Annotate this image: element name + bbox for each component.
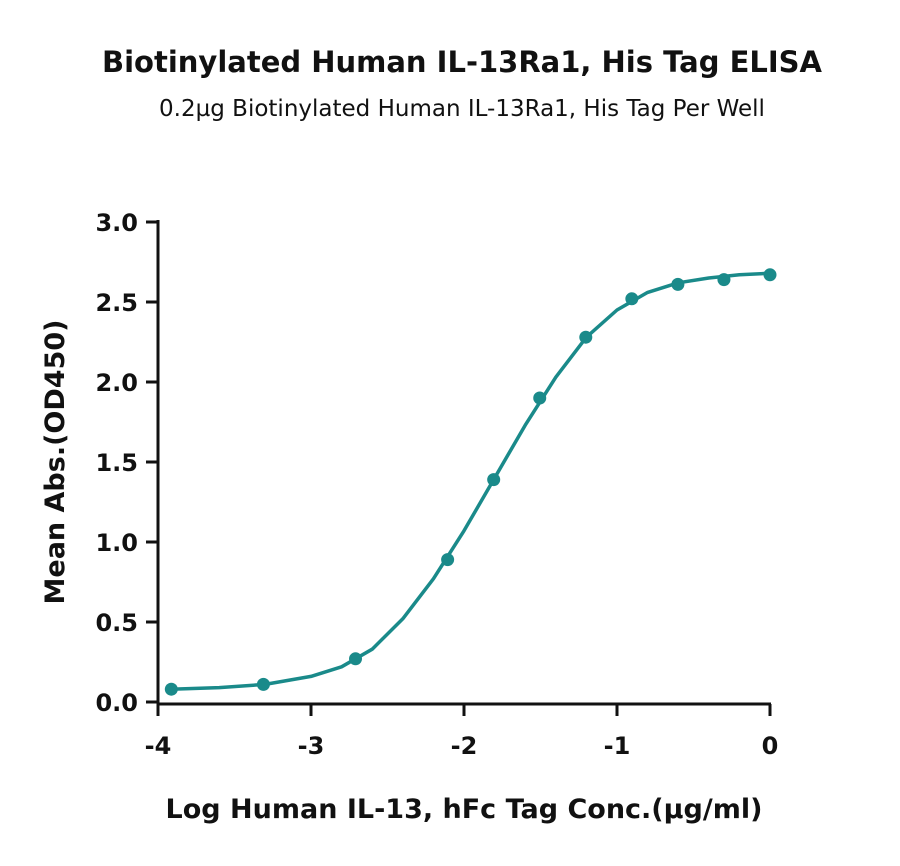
x-tick-label: 0 — [762, 732, 779, 760]
data-point — [349, 652, 363, 666]
fit-curve — [170, 271, 771, 691]
data-point — [164, 682, 178, 696]
y-axis-title: Mean Abs.(OD450) — [40, 320, 71, 605]
data-point — [671, 277, 685, 291]
y-tick-label: 0.0 — [95, 689, 138, 717]
y-tick-label: 2.5 — [95, 289, 138, 317]
x-tick-label: -2 — [451, 732, 478, 760]
x-axis-title: Log Human IL-13, hFc Tag Conc.(µg/ml) — [166, 794, 763, 825]
y-tick-label: 2.0 — [95, 369, 138, 397]
chart-subtitle: 0.2µg Biotinylated Human IL-13Ra1, His T… — [159, 96, 765, 122]
x-tick-label: -4 — [145, 732, 172, 760]
data-point — [487, 473, 501, 487]
chart-title: Biotinylated Human IL-13Ra1, His Tag ELI… — [102, 45, 823, 79]
data-point — [256, 677, 270, 691]
y-tick-label: 0.5 — [95, 609, 138, 637]
data-point — [625, 292, 639, 306]
data-point — [579, 330, 593, 344]
data-point — [441, 553, 455, 567]
y-tick-label: 1.5 — [95, 449, 138, 477]
data-point — [533, 391, 547, 405]
data-point — [763, 268, 777, 282]
data-point — [717, 273, 731, 287]
x-tick-label: -1 — [604, 732, 631, 760]
y-tick-label: 3.0 — [95, 209, 138, 237]
x-tick-label: -3 — [298, 732, 325, 760]
y-tick-label: 1.0 — [95, 529, 138, 557]
